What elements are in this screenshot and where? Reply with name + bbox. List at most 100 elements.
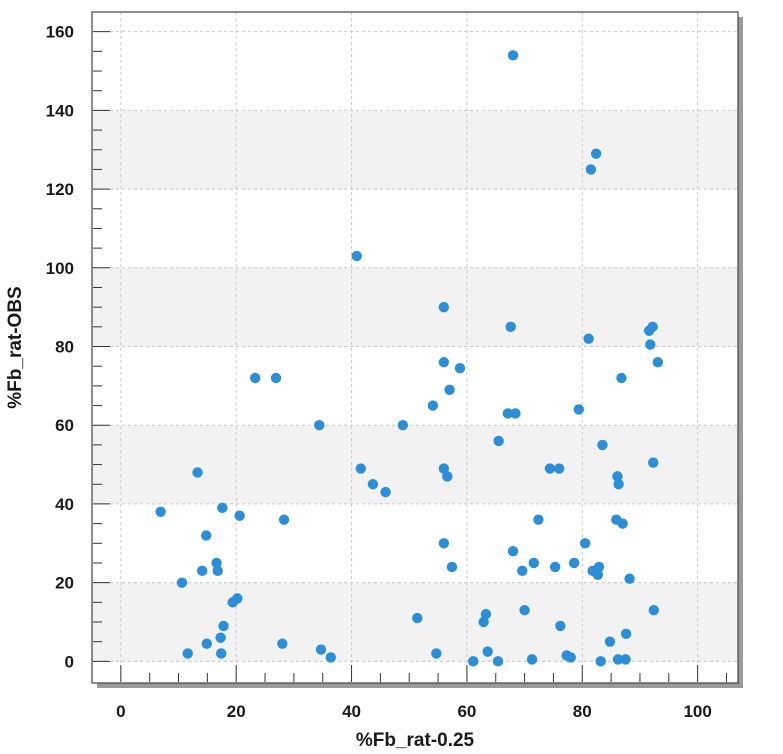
data-point [468, 656, 479, 667]
data-point [431, 648, 442, 659]
data-point [528, 557, 540, 569]
data-point [314, 420, 325, 431]
data-point [182, 648, 193, 659]
data-point [270, 372, 282, 384]
data-point [155, 506, 166, 518]
data-point [232, 593, 243, 604]
y-tick-label: 40 [55, 495, 74, 514]
data-point [438, 357, 450, 368]
data-point [573, 404, 585, 415]
data-point [277, 638, 288, 649]
data-point [505, 321, 516, 333]
data-point [568, 557, 580, 569]
data-points [155, 50, 664, 667]
background-band [92, 110, 738, 190]
data-point [595, 656, 606, 667]
data-point [612, 654, 624, 665]
y-axis-ticks: 0 20 40 60 80 100 120 140 160 [46, 23, 110, 671]
data-point [648, 457, 659, 468]
data-point [218, 620, 229, 632]
y-tick-label: 140 [46, 101, 74, 120]
data-point [645, 339, 656, 350]
y-tick-label: 0 [65, 652, 74, 671]
y-tick-label: 20 [55, 574, 74, 593]
y-tick-label: 100 [46, 259, 74, 278]
data-point [250, 372, 261, 384]
data-point [565, 652, 576, 663]
data-point [617, 518, 628, 529]
data-point [234, 510, 245, 521]
data-point [507, 50, 519, 61]
data-point [593, 561, 605, 573]
data-point [438, 301, 450, 313]
data-point [438, 463, 450, 474]
data-point [507, 545, 519, 557]
y-tick-label: 160 [46, 23, 74, 42]
y-axis-title: %Fb_rat-OBS [5, 286, 26, 408]
data-point [427, 400, 439, 411]
data-point [502, 408, 514, 419]
data-point [201, 530, 212, 541]
data-point [325, 652, 336, 663]
data-point [526, 654, 538, 665]
data-point [579, 538, 591, 549]
data-point [517, 565, 528, 577]
background-bands [92, 110, 738, 662]
y-tick-label: 120 [46, 180, 74, 199]
data-point [583, 333, 594, 344]
data-point [510, 408, 521, 419]
data-point [278, 514, 290, 525]
data-point [553, 463, 565, 474]
data-point [612, 471, 623, 482]
background-band [92, 425, 738, 504]
data-point [604, 636, 616, 647]
x-tick-label: 40 [342, 702, 361, 721]
x-tick-label: 60 [457, 702, 476, 721]
data-point [454, 362, 466, 374]
data-point [592, 569, 604, 580]
data-point [442, 471, 453, 482]
data-point [493, 435, 504, 447]
data-point [196, 565, 208, 577]
data-point [397, 420, 409, 431]
data-point [555, 620, 566, 632]
data-point [444, 384, 455, 396]
data-point [480, 608, 492, 620]
data-point [519, 604, 530, 616]
y-tick-label: 60 [55, 416, 74, 435]
data-point [648, 604, 659, 616]
data-point [616, 372, 627, 384]
data-point [438, 538, 450, 549]
data-point [380, 486, 391, 498]
data-point [597, 439, 608, 451]
data-point [211, 557, 222, 569]
data-point [201, 638, 212, 649]
data-point [351, 250, 362, 262]
x-axis-ticks: 0 20 40 60 80 100 [116, 665, 727, 721]
background-band [92, 267, 738, 347]
x-axis-title: %Fb_rat-0.25 [356, 730, 475, 751]
data-point [355, 463, 366, 474]
data-point [590, 148, 602, 159]
data-point [215, 632, 226, 643]
x-tick-label: 0 [116, 702, 125, 721]
data-point [624, 573, 635, 584]
data-point [412, 612, 423, 624]
data-point [478, 616, 489, 628]
data-point [367, 479, 379, 490]
y-tick-label: 80 [55, 338, 74, 357]
data-point [549, 561, 561, 573]
plot-frame [91, 11, 739, 684]
data-point [192, 467, 203, 478]
data-point [652, 357, 664, 368]
data-point [217, 502, 228, 514]
data-point [446, 561, 458, 573]
data-point [533, 514, 544, 525]
data-point [176, 577, 188, 588]
data-point [482, 646, 493, 657]
data-point [620, 654, 631, 665]
x-tick-label: 100 [683, 702, 711, 721]
data-point [212, 565, 223, 577]
data-point [647, 321, 658, 333]
